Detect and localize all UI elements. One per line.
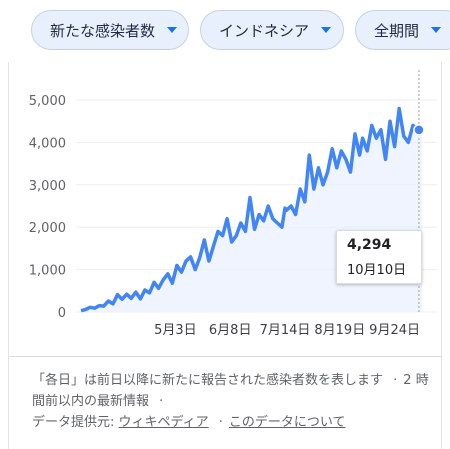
caret-down-icon [321, 27, 332, 33]
footer-separator: · [393, 373, 398, 388]
x-tick-label: 8月19日 [314, 323, 365, 338]
x-tick-label: 6月8日 [209, 323, 252, 338]
region-dropdown-label: インドネシア [219, 21, 310, 40]
x-tick-label: 7月14日 [260, 323, 311, 338]
y-tick-label: 4,000 [29, 136, 66, 151]
period-dropdown-label: 全期間 [374, 21, 420, 40]
region-dropdown[interactable]: インドネシア [200, 10, 344, 50]
wikipedia-link[interactable]: ウィキペディア [118, 415, 209, 430]
x-tick-label: 9月24日 [369, 323, 420, 338]
card-border-right [441, 62, 442, 449]
x-tick-label: 5月3日 [154, 323, 197, 338]
series-line [80, 106, 423, 313]
y-tick-label: 3,000 [29, 179, 66, 194]
footer-separator: · [159, 394, 164, 409]
chart-footer: 「各日」は前日以降に新たに報告された感染者数を表します · 2 時間前以内の最新情… [32, 370, 437, 433]
chart-tooltip: 4,294 10月10日 [336, 230, 422, 284]
y-tick-label: 0 [58, 306, 66, 321]
footer-divider [9, 356, 441, 357]
tooltip-value: 4,294 [347, 237, 392, 253]
highlight-point [413, 124, 425, 136]
y-tick-label: 2,000 [29, 221, 66, 236]
footer-updated: 2 時間前以内の最新情報 [32, 373, 429, 409]
filter-row: 新たな感染者数 インドネシア 全期間 [0, 0, 450, 62]
period-dropdown[interactable]: 全期間 [355, 10, 450, 50]
y-tick-label: 1,000 [29, 264, 66, 279]
y-tick-label: 5,000 [29, 94, 66, 109]
metric-dropdown[interactable]: 新たな感染者数 [31, 10, 189, 50]
caret-down-icon [167, 27, 178, 33]
footer-separator: · [218, 415, 223, 430]
cases-chart[interactable]: 0 1,000 2,000 3,000 4,000 5,000 5月3日 6月8日 7月14日 8… [0, 62, 450, 352]
footer-note: 「各日」は前日以降に新たに報告された感染者数を表します [32, 373, 384, 388]
tooltip-date: 10月10日 [347, 263, 407, 278]
metric-dropdown-label: 新たな感染者数 [50, 21, 156, 40]
about-data-link[interactable]: このデータについて [228, 415, 346, 430]
card-border-left [8, 62, 9, 449]
footer-provider-label: データ提供元: [32, 415, 115, 430]
caret-down-icon [431, 27, 442, 33]
